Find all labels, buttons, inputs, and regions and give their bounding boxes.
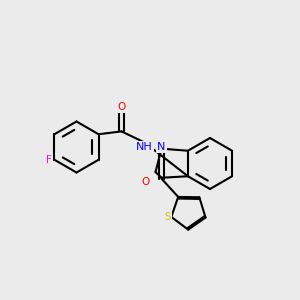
Text: NH: NH	[136, 142, 153, 152]
Text: O: O	[141, 177, 149, 187]
Text: S: S	[164, 212, 171, 222]
Text: O: O	[117, 102, 126, 112]
Text: N: N	[157, 142, 166, 152]
Text: F: F	[46, 155, 52, 165]
